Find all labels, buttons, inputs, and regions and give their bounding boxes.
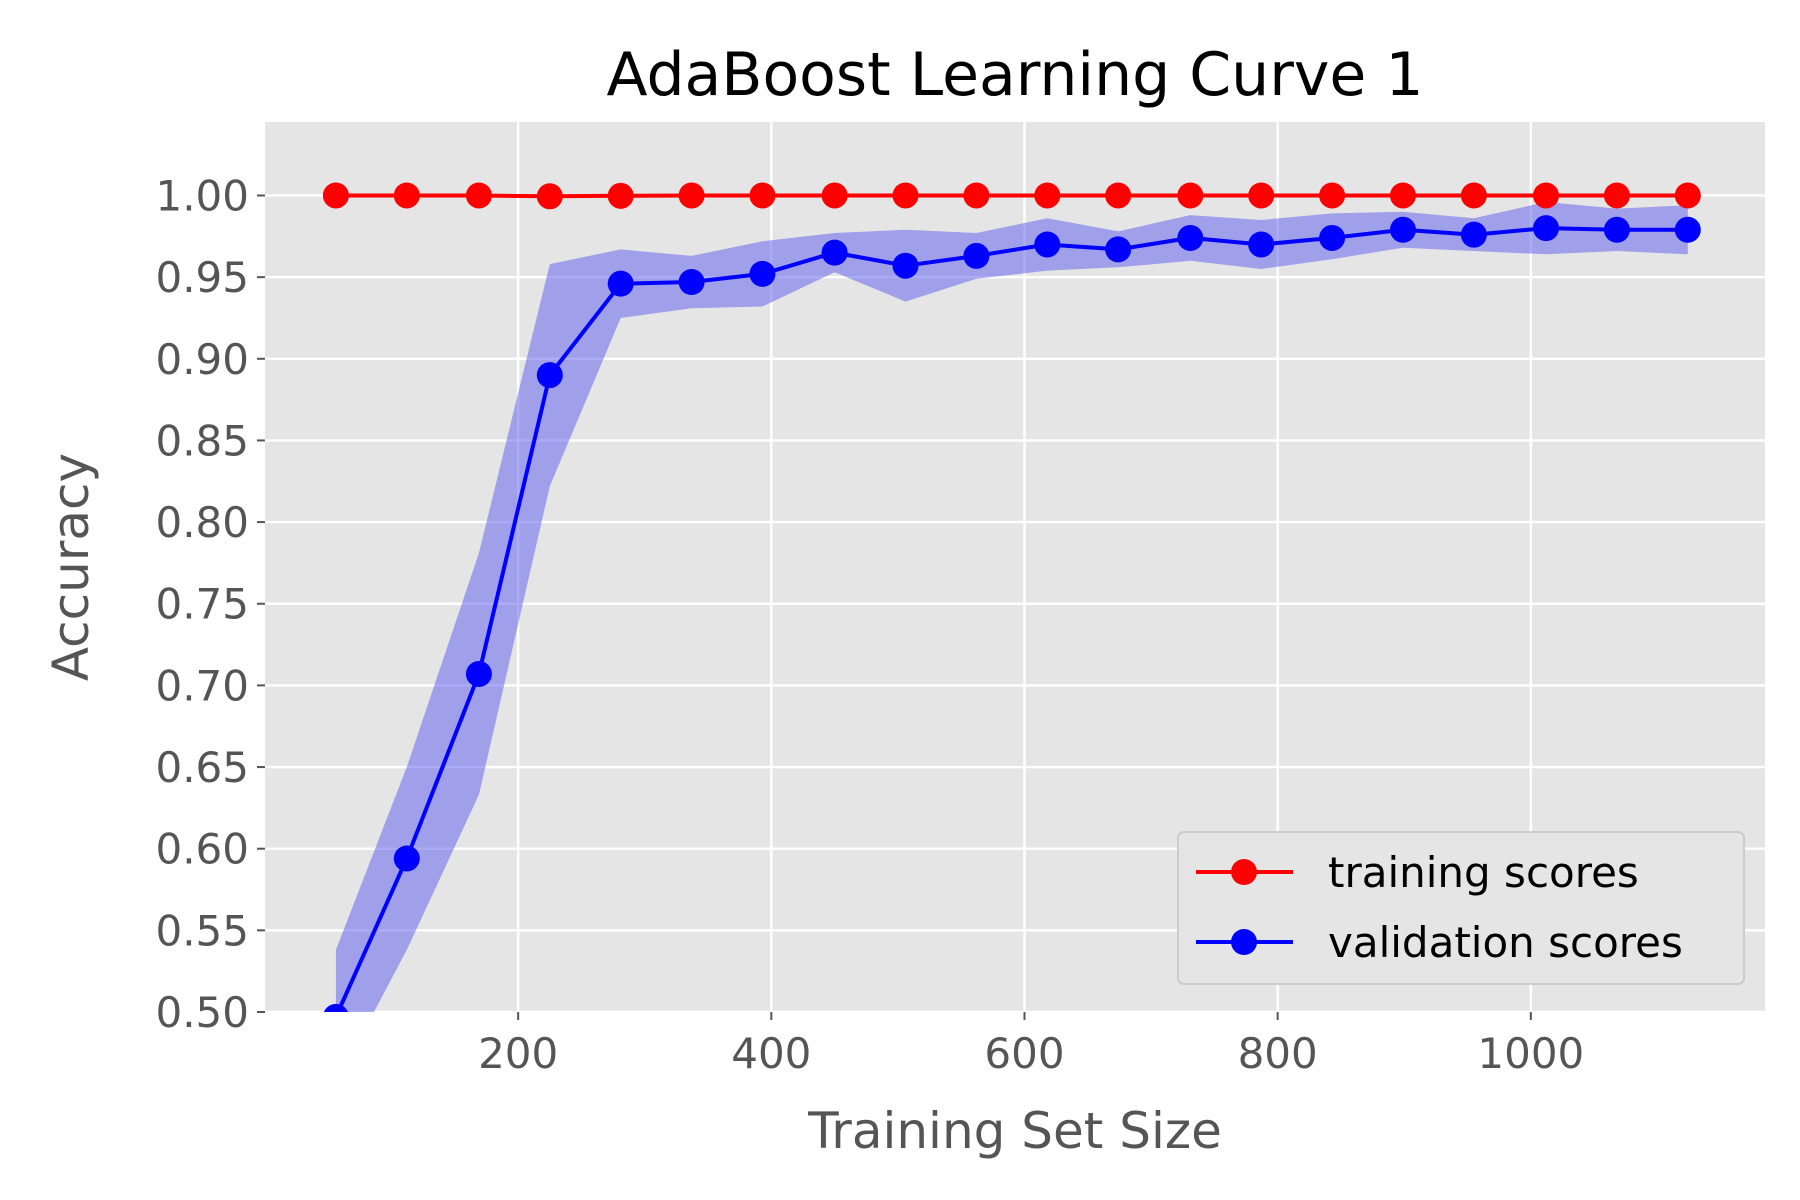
series-0-point-0 (322, 182, 349, 209)
y-tick-label-6: 0.80 (155, 498, 249, 547)
series-1-point-18 (1603, 216, 1630, 243)
series-1-point-10 (1034, 231, 1061, 258)
series-1-point-14 (1319, 224, 1346, 251)
series-0-point-15 (1389, 182, 1416, 209)
series-1-point-8 (892, 252, 919, 279)
series-1-point-6 (749, 260, 776, 287)
legend-label-0: training scores (1328, 848, 1639, 897)
series-1-point-11 (1105, 236, 1132, 263)
x-tick-label-0: 200 (478, 1029, 558, 1078)
legend-marker-1 (1231, 929, 1257, 955)
series-0-point-17 (1533, 182, 1560, 209)
series-1-point-9 (963, 242, 990, 269)
legend: training scores validation scores (1177, 831, 1745, 985)
series-0-point-6 (749, 182, 776, 209)
series-1-point-2 (465, 660, 492, 687)
y-tick-label-1: 0.55 (155, 906, 249, 955)
series-0-point-19 (1674, 182, 1701, 209)
y-tick-label-8: 0.90 (155, 335, 249, 384)
x-tick-label-4: 1000 (1477, 1029, 1584, 1078)
series-0-point-5 (678, 182, 705, 209)
y-tick-label-10: 1.00 (155, 171, 249, 220)
series-1-point-13 (1248, 231, 1275, 258)
series-0-point-1 (393, 182, 420, 209)
series-markers (322, 182, 1701, 1012)
series-0-point-4 (607, 182, 634, 209)
y-tick-label-9: 0.95 (155, 253, 249, 302)
y-tick-label-2: 0.60 (155, 825, 249, 874)
series-0-point-9 (963, 182, 990, 209)
y-axis-label: Accuracy (42, 453, 100, 681)
x-axis-label: Training Set Size (807, 1102, 1222, 1160)
series-1-point-0 (323, 1003, 348, 1012)
tick-labels: 200 400 600 800 1000 0.50 0.55 0.60 0.65 0.70 0.75… (155, 171, 1584, 1078)
series-0-point-18 (1603, 182, 1630, 209)
series-0-point-16 (1460, 182, 1487, 209)
series-0-point-14 (1319, 182, 1346, 209)
series-0-point-12 (1177, 182, 1204, 209)
legend-marker-0 (1231, 859, 1257, 885)
series-1-point-16 (1460, 221, 1487, 248)
x-tick-label-2: 600 (984, 1029, 1064, 1078)
series-0-point-10 (1034, 182, 1061, 209)
y-tick-label-5: 0.75 (155, 580, 249, 629)
x-tick-label-1: 400 (731, 1029, 811, 1078)
series-1-point-1 (393, 845, 420, 872)
series-0-point-2 (465, 182, 492, 209)
series-1-point-4 (607, 270, 634, 297)
y-tick-label-3: 0.65 (155, 743, 249, 792)
legend-frame (1177, 831, 1745, 985)
series-1-point-3 (536, 362, 563, 389)
series-1-point-7 (821, 239, 848, 266)
chart-title: AdaBoost Learning Curve 1 (606, 40, 1423, 110)
series-1-point-17 (1533, 215, 1560, 242)
y-tick-label-0: 0.50 (155, 988, 249, 1037)
y-tick-label-7: 0.85 (155, 416, 249, 465)
series-0-point-7 (821, 182, 848, 209)
series-1-point-15 (1389, 216, 1416, 243)
series-0-point-3 (536, 183, 563, 210)
series-1-point-5 (678, 269, 705, 296)
series-0-point-8 (892, 182, 919, 209)
series-1-point-12 (1177, 224, 1204, 251)
series-0-point-11 (1105, 182, 1132, 209)
x-tick-label-3: 800 (1238, 1029, 1318, 1078)
series-0-point-13 (1248, 182, 1275, 209)
series-1-point-19 (1674, 216, 1701, 243)
y-tick-label-4: 0.70 (155, 661, 249, 710)
legend-label-1: validation scores (1328, 918, 1683, 967)
